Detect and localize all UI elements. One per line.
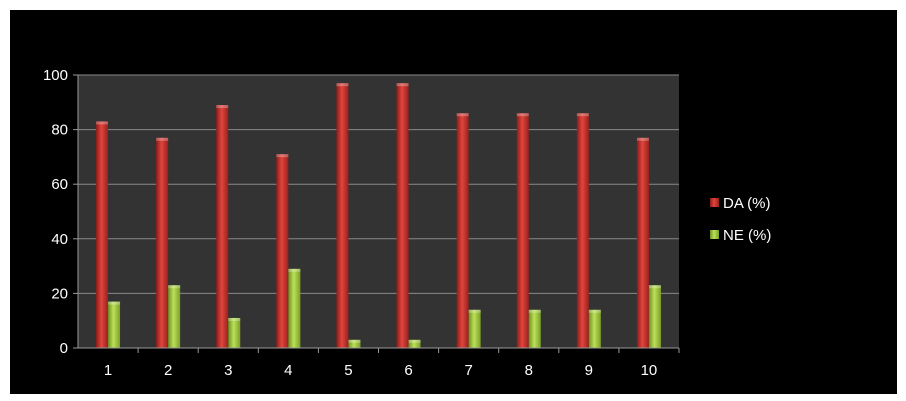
bar-da-cap xyxy=(276,154,289,158)
bar-da-cap xyxy=(636,137,649,141)
bar-ne xyxy=(588,309,601,348)
bar-da-cap xyxy=(576,113,589,117)
bar-da-cap xyxy=(516,113,529,117)
bar-da-cap xyxy=(336,83,349,87)
bar-ne-cap xyxy=(528,309,541,313)
y-tick-label: 20 xyxy=(51,285,68,302)
x-tick-label: 2 xyxy=(164,362,172,379)
y-tick-label: 60 xyxy=(51,176,68,193)
x-tick-label: 4 xyxy=(284,362,292,379)
bar-ne xyxy=(168,285,181,348)
bar-da xyxy=(396,83,409,348)
x-tick-label: 7 xyxy=(464,362,472,379)
y-tick-label: 100 xyxy=(43,67,68,84)
x-tick-label: 8 xyxy=(525,362,533,379)
bar-da xyxy=(576,113,589,348)
bar-da-cap xyxy=(456,113,469,117)
bar-ne-cap xyxy=(408,339,421,343)
bar-da-cap xyxy=(96,121,109,125)
bar-da xyxy=(156,137,169,348)
bar-da-cap xyxy=(216,105,229,109)
bar-ne-cap xyxy=(108,301,121,305)
y-tick-label: 80 xyxy=(51,122,68,139)
bar-ne-cap xyxy=(288,268,301,272)
bar-ne xyxy=(528,309,541,348)
bar-da xyxy=(216,105,229,348)
bar-chart: 0 20 40 60 80 100 1 2 3 4 5 6 7 8 9 10 DA (%) NE (%) xyxy=(43,67,771,379)
chart-frame: 0 20 40 60 80 100 1 2 3 4 5 6 7 8 9 10 DA (%) NE (%) xyxy=(10,10,897,394)
bar-ne-cap xyxy=(348,339,361,343)
legend-label-ne: NE (%) xyxy=(723,227,771,244)
x-tick-label: 6 xyxy=(404,362,412,379)
y-tick-label: 40 xyxy=(51,231,68,248)
x-tick-label: 3 xyxy=(224,362,232,379)
x-tick-label: 1 xyxy=(104,362,112,379)
legend-swatch-ne xyxy=(710,230,719,239)
bar-da xyxy=(516,113,529,348)
bar-da xyxy=(336,83,349,348)
bar-ne-cap xyxy=(468,309,481,313)
bar-da xyxy=(276,154,289,348)
bar-ne xyxy=(408,339,421,348)
bar-ne-cap xyxy=(168,285,181,289)
bar-da-cap xyxy=(156,137,169,141)
legend-swatch-da xyxy=(710,198,719,207)
x-tick-label: 9 xyxy=(585,362,593,379)
bar-ne xyxy=(468,309,481,348)
x-tick-label: 5 xyxy=(344,362,352,379)
bar-ne xyxy=(288,268,301,348)
bar-da xyxy=(636,137,649,348)
y-tick-label: 0 xyxy=(60,340,68,357)
legend-label-da: DA (%) xyxy=(723,195,771,212)
bar-ne-cap xyxy=(228,317,241,321)
legend: DA (%) NE (%) xyxy=(710,195,771,244)
bar-ne xyxy=(228,317,241,348)
bar-ne-cap xyxy=(648,285,661,289)
axes: 0 20 40 60 80 100 1 2 3 4 5 6 7 8 9 10 xyxy=(43,67,680,379)
bar-da-cap xyxy=(396,83,409,87)
bar-ne xyxy=(108,301,121,348)
bars xyxy=(96,83,661,348)
bar-ne xyxy=(348,339,361,348)
x-tick-label: 10 xyxy=(641,362,658,379)
bar-da xyxy=(456,113,469,348)
bar-da xyxy=(96,121,109,348)
bar-ne-cap xyxy=(588,309,601,313)
bar-ne xyxy=(648,285,661,348)
